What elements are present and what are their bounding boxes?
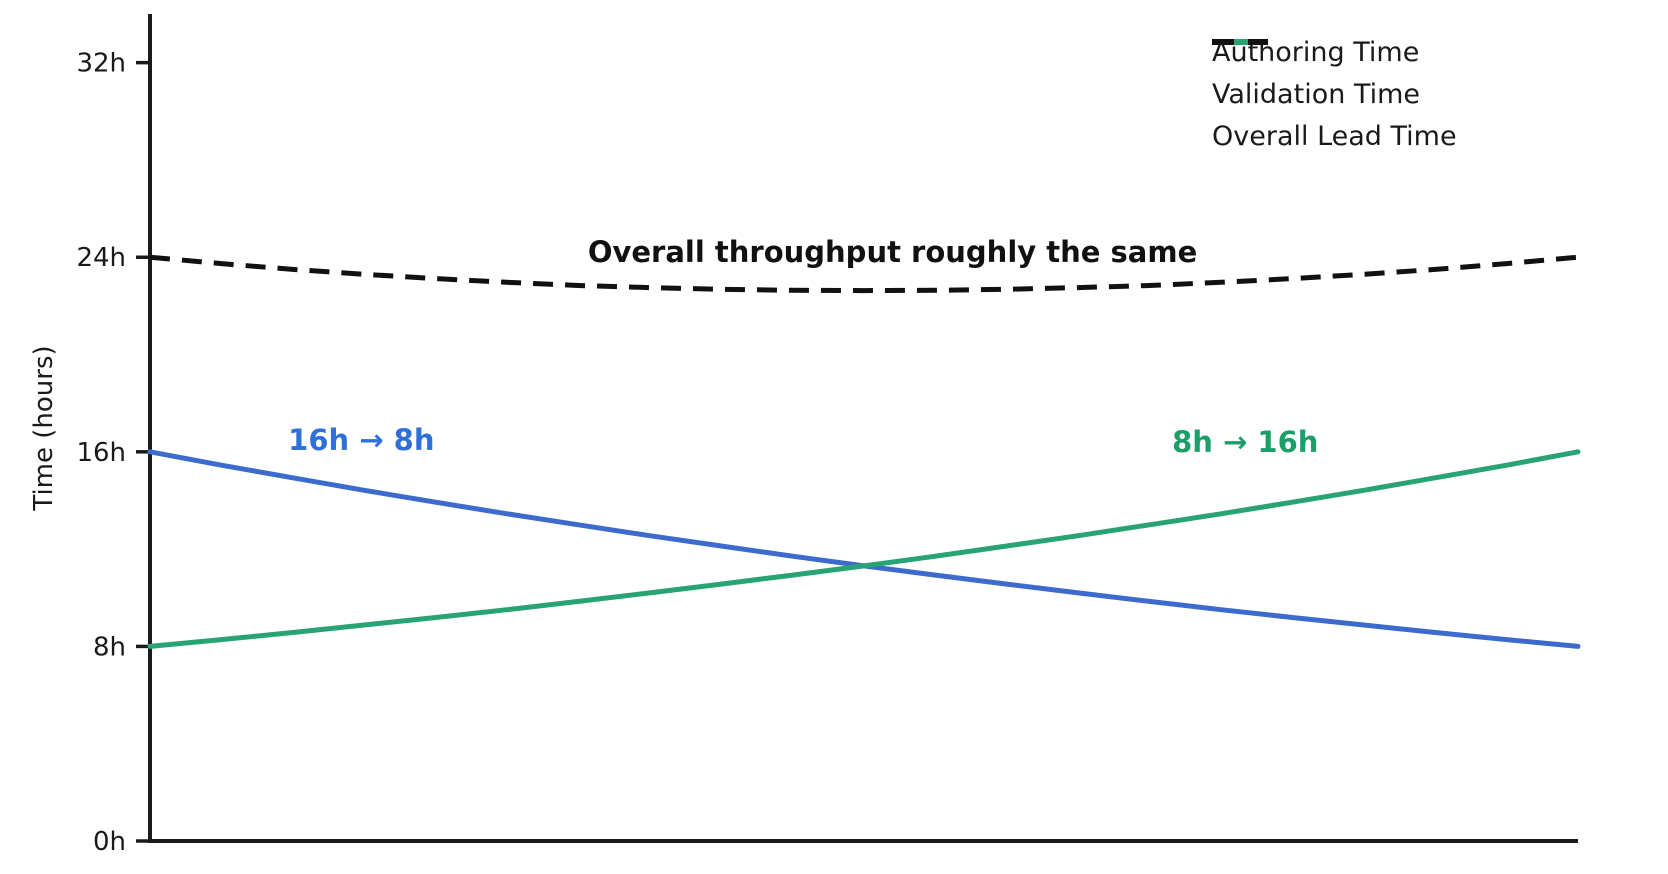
legend-label: Overall Lead Time — [1212, 121, 1457, 152]
y-tick-label: 24h — [76, 243, 126, 273]
legend-item-overall-lead-time: Overall Lead Time — [1212, 39, 1457, 152]
annotation-validation-change: 8h → 16h — [1172, 425, 1319, 460]
legend-label: Validation Time — [1212, 79, 1420, 110]
validation-time-line — [147, 449, 1581, 649]
legend-item-validation-time: Validation Time — [1212, 39, 1457, 110]
y-axis-ticks: 0h 8h 16h 24h 32h — [76, 49, 150, 857]
y-tick-label: 8h — [93, 632, 126, 662]
authoring-time-line — [147, 449, 1581, 649]
overall-lead-time-line — [149, 254, 1579, 294]
y-tick-label: 16h — [76, 438, 126, 468]
annotation-overall-throughput: Overall throughput roughly the same — [587, 235, 1198, 270]
y-tick-label: 32h — [76, 49, 126, 79]
y-tick-label: 0h — [93, 827, 126, 857]
legend: Authoring Time Validation Time Overall L… — [1212, 37, 1457, 152]
legend-line-sample-dashed-black — [1212, 39, 1268, 45]
y-axis-title: Time (hours) — [29, 345, 59, 511]
annotation-authoring-change: 16h → 8h — [288, 422, 435, 457]
